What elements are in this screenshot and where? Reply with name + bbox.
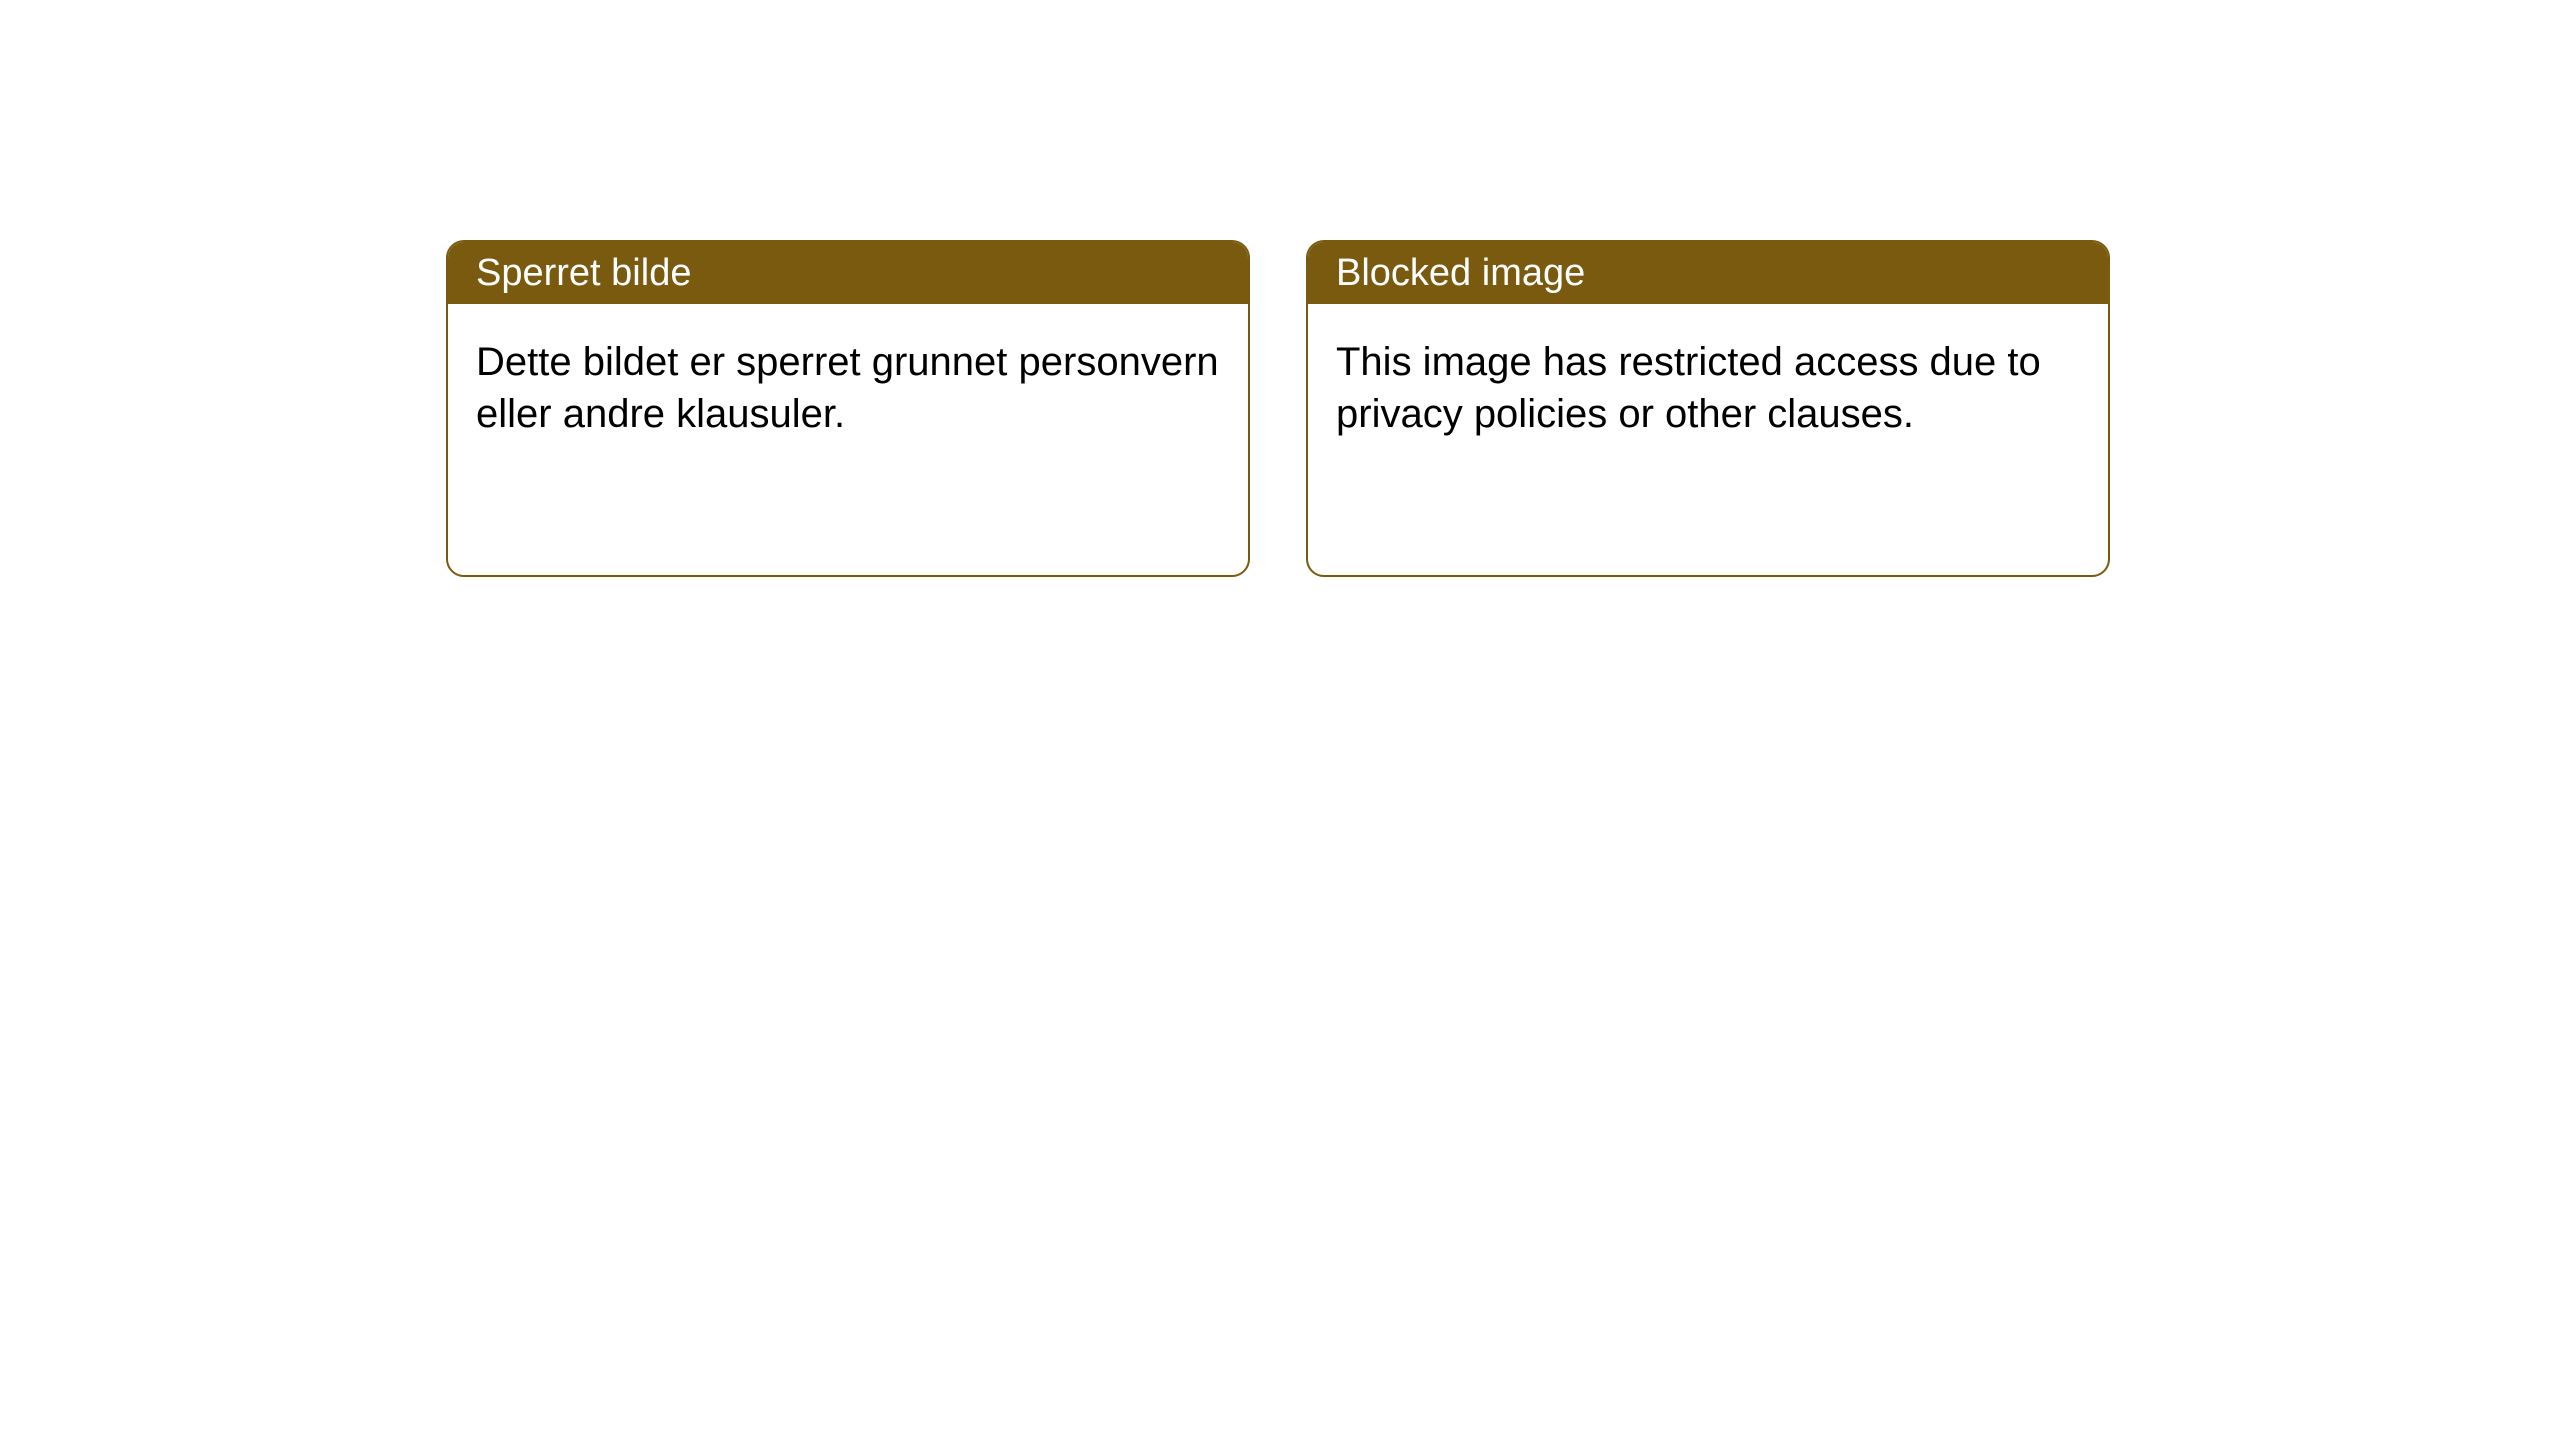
notice-cards-container: Sperret bilde Dette bildet er sperret gr… <box>446 240 2110 577</box>
notice-card-english: Blocked image This image has restricted … <box>1306 240 2110 577</box>
card-body-text: This image has restricted access due to … <box>1336 340 2041 436</box>
notice-card-norwegian: Sperret bilde Dette bildet er sperret gr… <box>446 240 1250 577</box>
card-title: Blocked image <box>1336 252 1585 295</box>
card-header: Blocked image <box>1308 242 2108 304</box>
card-body-text: Dette bildet er sperret grunnet personve… <box>476 340 1219 436</box>
card-header: Sperret bilde <box>448 242 1248 304</box>
card-title: Sperret bilde <box>476 252 691 295</box>
card-body: This image has restricted access due to … <box>1308 304 2108 472</box>
card-body: Dette bildet er sperret grunnet personve… <box>448 304 1248 472</box>
